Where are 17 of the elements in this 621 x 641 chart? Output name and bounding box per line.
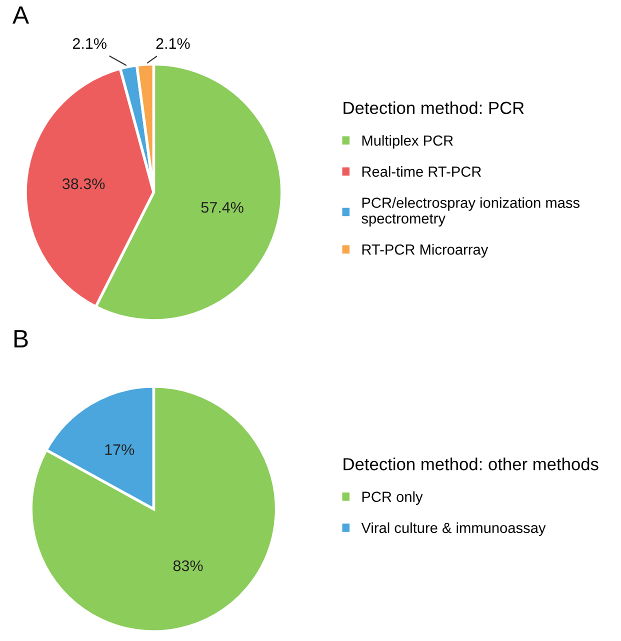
chart-title: A (12, 6, 30, 24)
legend-title: Detection method: PCR (344, 101, 524, 114)
data-label: 83% (173, 560, 203, 572)
pie-slice (30, 385, 278, 634)
chart-title: B (14, 330, 28, 348)
legend-label: RT-PCR Microarray (362, 244, 488, 258)
data-label: 57.4% (201, 202, 244, 213)
data-label: 2.1% (156, 38, 190, 49)
legend-label: PCR only (362, 491, 423, 505)
data-label: 17% (105, 444, 134, 456)
data-label: 38.3% (62, 178, 105, 190)
legend-label: Viral culture & immunoassay (361, 522, 546, 536)
legend-label: Real-time RT-PCR (362, 166, 482, 177)
legend-label: PCR/electrospray ionization mass spectrometry (362, 197, 580, 227)
legend-label: Multiplex PCR (362, 135, 453, 149)
data-label: 2.1% (72, 38, 106, 49)
legend-title: Detection method: other methods (344, 458, 598, 470)
